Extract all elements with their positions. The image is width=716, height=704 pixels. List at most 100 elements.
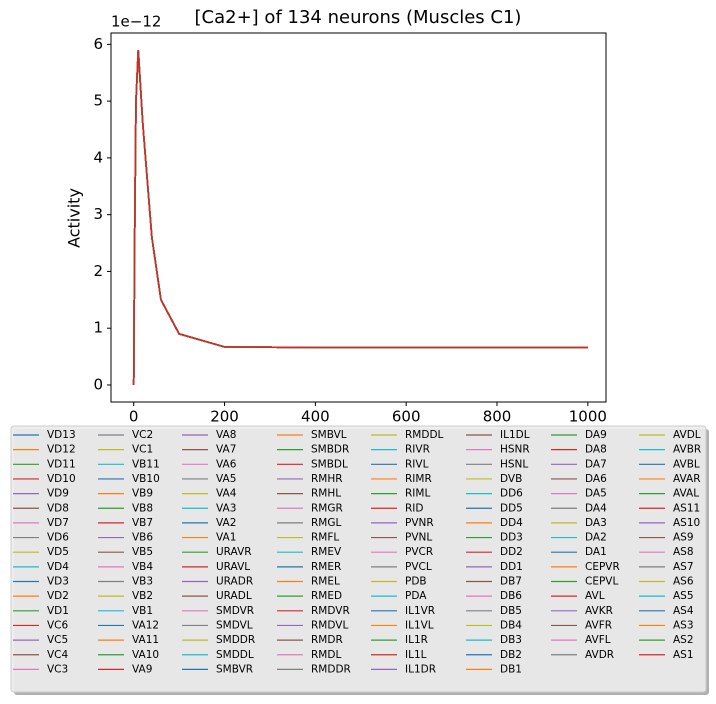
legend-label: RMEV bbox=[311, 546, 342, 558]
plot-frame bbox=[110, 32, 607, 403]
legend-label: AS9 bbox=[673, 532, 694, 544]
legend: VD13 VD12 VD11 VD10 VD9 VD8 VD7 VD6 VD5 VD4 VD3 VD2… bbox=[10, 425, 707, 693]
legend-label: PVNL bbox=[405, 532, 432, 544]
y-axis-label: Activity bbox=[65, 188, 84, 248]
legend-label: VD2 bbox=[47, 590, 69, 602]
legend-label: VC4 bbox=[47, 649, 69, 661]
legend-label: DA7 bbox=[585, 458, 607, 470]
legend-label: HSNL bbox=[500, 458, 528, 470]
legend-label: VA1 bbox=[216, 532, 236, 544]
legend-label: RMEL bbox=[311, 576, 340, 588]
legend-label: VA10 bbox=[132, 649, 159, 661]
legend-label: RMFL bbox=[311, 532, 339, 544]
legend-label: IL1DR bbox=[405, 663, 436, 675]
x-tick-label: 1000 bbox=[569, 408, 607, 426]
legend-label: DB1 bbox=[500, 663, 522, 675]
legend-label: RMDVL bbox=[311, 619, 348, 631]
legend-label: IL1VR bbox=[405, 605, 435, 617]
legend-label: DB6 bbox=[500, 590, 522, 602]
x-tick-label: 600 bbox=[392, 408, 421, 426]
legend-label: PVNR bbox=[405, 517, 434, 529]
legend-label: RMGL bbox=[311, 517, 341, 529]
legend-label: VA4 bbox=[216, 488, 237, 500]
legend-label: SMDVL bbox=[216, 619, 253, 631]
legend-label: AS1 bbox=[673, 649, 694, 661]
legend-label: AS2 bbox=[673, 634, 694, 646]
x-tick-label: 200 bbox=[210, 408, 239, 426]
legend-label: RMED bbox=[311, 590, 342, 602]
legend-label: DA9 bbox=[585, 429, 607, 441]
legend-label: IL1L bbox=[405, 649, 427, 661]
legend-label: DD4 bbox=[500, 517, 523, 529]
x-tick-label: 400 bbox=[301, 408, 330, 426]
legend-label: PDB bbox=[405, 576, 427, 588]
legend-label: AS6 bbox=[673, 576, 694, 588]
legend-label: RMDVR bbox=[311, 605, 350, 617]
legend-label: RMHR bbox=[311, 473, 343, 485]
legend-label: VD10 bbox=[47, 473, 76, 485]
legend-label: AS4 bbox=[673, 605, 694, 617]
x-tick-label: 800 bbox=[483, 408, 512, 426]
legend-label: IL1R bbox=[405, 634, 428, 646]
legend-label: SMBDR bbox=[311, 444, 349, 456]
legend-label: DD6 bbox=[500, 488, 523, 500]
legend-label: DA1 bbox=[585, 546, 607, 558]
legend-label: VC1 bbox=[132, 444, 153, 456]
legend-label: SMBVR bbox=[216, 663, 253, 675]
legend-label: VB10 bbox=[132, 473, 160, 485]
legend-label: RMDR bbox=[311, 634, 343, 646]
chart-title: [Ca2+] of 134 neurons (Muscles C1) bbox=[195, 7, 522, 28]
legend-label: VD6 bbox=[47, 532, 69, 544]
legend-label: RIMR bbox=[405, 473, 432, 485]
legend-label: AVAL bbox=[673, 488, 699, 500]
legend-label: AS11 bbox=[673, 502, 700, 514]
legend-label: VB11 bbox=[132, 458, 160, 470]
legend-label: VB3 bbox=[132, 576, 153, 588]
legend-label: AVKR bbox=[585, 605, 613, 617]
legend-label: AVDL bbox=[673, 429, 701, 441]
legend-label: DB4 bbox=[500, 619, 522, 631]
y-tick-label: 3 bbox=[93, 205, 103, 223]
legend-label: VC3 bbox=[47, 663, 68, 675]
legend-label: DD3 bbox=[500, 532, 523, 544]
legend-label: VA6 bbox=[216, 458, 237, 470]
legend-label: VD8 bbox=[47, 502, 69, 514]
legend-label: AVAR bbox=[673, 473, 701, 485]
legend-label: VD1 bbox=[47, 605, 69, 617]
legend-label: VA9 bbox=[132, 663, 152, 675]
legend-label: DB5 bbox=[500, 605, 522, 617]
legend-label: VD11 bbox=[47, 458, 76, 470]
legend-label: VB4 bbox=[132, 561, 153, 573]
legend-label: DD2 bbox=[500, 546, 523, 558]
legend-label: DVB bbox=[500, 473, 522, 485]
legend-label: CEPVL bbox=[585, 576, 618, 588]
y-tick-label: 0 bbox=[93, 375, 103, 393]
legend-label: VA3 bbox=[216, 502, 236, 514]
legend-label: VD3 bbox=[47, 576, 69, 588]
legend-label: DA8 bbox=[585, 444, 607, 456]
legend-label: VB9 bbox=[132, 488, 153, 500]
legend-label: RIML bbox=[405, 488, 430, 500]
legend-label: VA11 bbox=[132, 634, 159, 646]
legend-label: URADL bbox=[216, 590, 252, 602]
legend-label: SMBDL bbox=[311, 458, 348, 470]
y-tick-label: 6 bbox=[93, 35, 103, 53]
legend-label: AS5 bbox=[673, 590, 694, 602]
legend-label: PDA bbox=[405, 590, 427, 602]
legend-label: DB2 bbox=[500, 649, 522, 661]
legend-label: AVFL bbox=[585, 634, 611, 646]
legend-label: DA5 bbox=[585, 488, 607, 500]
y-tick-label: 1 bbox=[93, 319, 103, 337]
legend-label: RID bbox=[405, 502, 423, 514]
legend-label: VA5 bbox=[216, 473, 236, 485]
legend-label: IL1VL bbox=[405, 619, 434, 631]
legend-label: VC2 bbox=[132, 429, 153, 441]
series-line bbox=[132, 49, 588, 385]
legend-label: DA3 bbox=[585, 517, 607, 529]
legend-label: SMDDR bbox=[216, 634, 255, 646]
legend-label: VD4 bbox=[47, 561, 69, 573]
legend-label: VB6 bbox=[132, 532, 153, 544]
legend-label: DA2 bbox=[585, 532, 607, 544]
y-offset-label: 1e−12 bbox=[111, 13, 161, 31]
